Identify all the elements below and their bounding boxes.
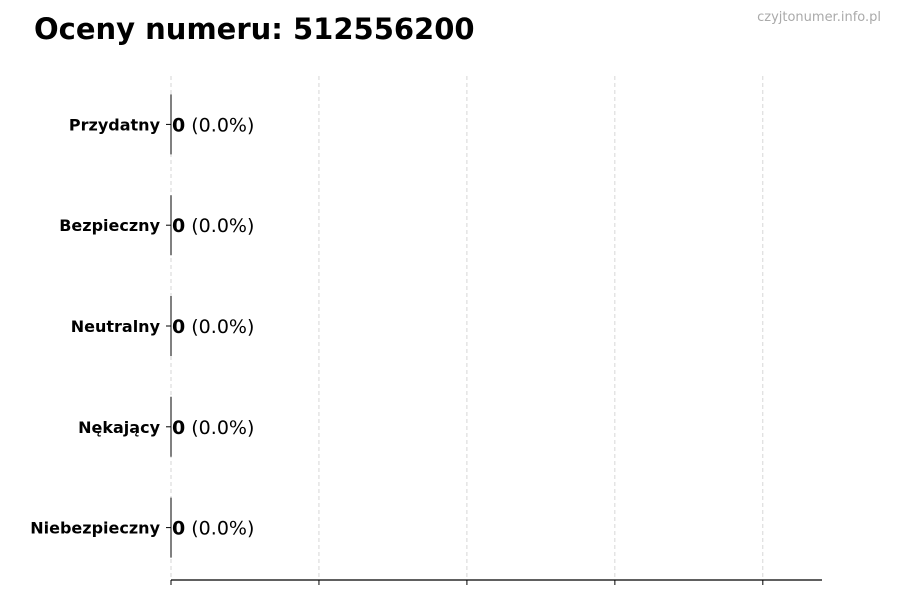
value-count: 0 (172, 215, 185, 237)
category-label: Bezpieczny (59, 216, 160, 235)
value-label: 0 (0.0%) (172, 114, 254, 136)
value-count: 0 (172, 518, 185, 540)
chart-title: Oceny numeru: 512556200 (34, 12, 475, 46)
value-label: 0 (0.0%) (172, 518, 254, 540)
value-percent: (0.0%) (185, 518, 254, 540)
value-label: 0 (0.0%) (172, 316, 254, 338)
value-count: 0 (172, 114, 185, 136)
value-percent: (0.0%) (185, 417, 254, 439)
category-label: Nękający (78, 418, 160, 437)
value-label: 0 (0.0%) (172, 215, 254, 237)
category-label: Przydatny (69, 115, 161, 134)
value-count: 0 (172, 417, 185, 439)
watermark: czyjtonumer.info.pl (757, 10, 881, 25)
value-percent: (0.0%) (185, 316, 254, 338)
value-count: 0 (172, 316, 185, 338)
value-percent: (0.0%) (185, 114, 254, 136)
value-label: 0 (0.0%) (172, 417, 254, 439)
category-label: Niebezpieczny (30, 519, 160, 538)
category-label: Neutralny (71, 317, 161, 336)
value-percent: (0.0%) (185, 215, 254, 237)
